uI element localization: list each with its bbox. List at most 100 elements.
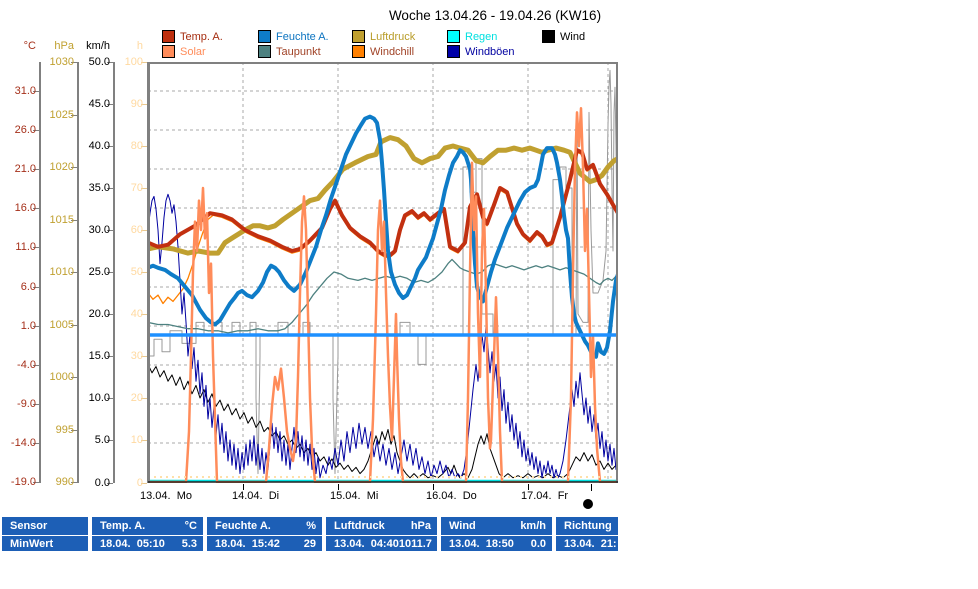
- legend-label: Taupunkt: [276, 45, 321, 58]
- table-header-name: Feuchte A.: [215, 520, 271, 532]
- legend-item-taupunkt[interactable]: Taupunkt: [258, 45, 321, 58]
- legend-swatch-icon: [162, 45, 175, 58]
- legend-item-feuchte-a-[interactable]: Feuchte A.: [258, 30, 329, 43]
- series-taupunkt: [148, 258, 618, 334]
- table-cell-minwert: 13.04. 04:40 1011.7: [326, 536, 437, 551]
- y-tick-label-h: 70: [130, 182, 143, 194]
- y-tick-label-kmh: 15.0: [88, 350, 110, 362]
- table-header-text: Sensor: [10, 520, 48, 532]
- y-tick-label-hpa: 1010: [49, 266, 74, 278]
- table-header-name: Temp. A.: [100, 520, 146, 532]
- y-tick-label-h: 60: [130, 224, 143, 236]
- x-tick: [338, 484, 339, 490]
- table-cell-time: 13.04. 18:50: [449, 537, 514, 550]
- legend-item-windchill[interactable]: Windchill: [352, 45, 414, 58]
- y-tick-label-h: 90: [130, 98, 143, 110]
- y-tick-hpa: [71, 115, 77, 116]
- table-header-unit: °C: [184, 520, 197, 532]
- y-axis-line-celsius: [39, 62, 41, 483]
- table-header-temp-a-: Temp. A. °C: [92, 517, 203, 535]
- y-tick-h: [141, 483, 147, 484]
- y-tick-hpa: [71, 430, 77, 431]
- current-time-marker-icon: [583, 499, 593, 509]
- y-tick-label-hpa: 1030: [49, 56, 74, 68]
- chart-plot-area[interactable]: [148, 62, 618, 483]
- x-tick-label: 17.04. Fr: [521, 490, 569, 502]
- table-header-name: Luftdruck: [334, 520, 385, 532]
- y-tick-label-h: 40: [130, 308, 143, 320]
- table-cell-value: 5.3: [181, 537, 197, 550]
- y-tick-label-celsius: 16.0: [14, 202, 36, 214]
- legend-swatch-icon: [162, 30, 175, 43]
- y-tick-label-h: 100: [124, 56, 143, 68]
- x-tick: [433, 484, 434, 490]
- x-tick-label: 13.04. Mo: [140, 490, 192, 502]
- legend-label: Solar: [180, 45, 206, 58]
- series-richtung: [148, 69, 618, 475]
- y-tick-kmh: [107, 440, 113, 441]
- legend-swatch-icon: [447, 30, 460, 43]
- table-header-luftdruck: Luftdruck hPa: [326, 517, 437, 535]
- legend-item-regen[interactable]: Regen: [447, 30, 497, 43]
- table-cell-value: 29: [303, 537, 316, 550]
- y-tick-kmh: [107, 272, 113, 273]
- y-tick-h: [141, 62, 147, 63]
- table-header-name: Richtung: [564, 520, 612, 532]
- y-tick-label-celsius: 26.0: [14, 124, 36, 136]
- legend-label: Windchill: [370, 45, 415, 58]
- y-tick-celsius: [33, 326, 39, 327]
- table-header-name: Wind: [449, 520, 476, 532]
- legend-label: Luftdruck: [370, 30, 416, 43]
- y-tick-label-h: 0: [136, 477, 143, 489]
- y-tick-celsius: [33, 287, 39, 288]
- y-tick-celsius: [33, 404, 39, 405]
- legend-item-solar[interactable]: Solar: [162, 45, 206, 58]
- y-tick-h: [141, 188, 147, 189]
- x-tick: [243, 484, 244, 490]
- y-tick-celsius: [33, 247, 39, 248]
- y-tick-label-hpa: 1005: [49, 319, 74, 331]
- y-tick-celsius: [33, 169, 39, 170]
- table-cell-value: 0.0: [530, 537, 546, 550]
- y-tick-kmh: [107, 230, 113, 231]
- legend-label: Windböen: [465, 45, 515, 58]
- table-header-sensor: Sensor: [2, 517, 88, 535]
- legend-swatch-icon: [258, 45, 271, 58]
- legend-item-luftdruck[interactable]: Luftdruck: [352, 30, 415, 43]
- y-tick-label-celsius: -4.0: [17, 359, 36, 371]
- y-tick-label-celsius: -14.0: [10, 437, 36, 449]
- y-tick-h: [141, 314, 147, 315]
- legend-label: Wind: [560, 30, 586, 43]
- legend-item-temp-a-[interactable]: Temp. A.: [162, 30, 223, 43]
- y-tick-label-hpa: 1025: [49, 109, 74, 121]
- y-axis-header-h: h: [136, 40, 143, 52]
- y-tick-kmh: [107, 188, 113, 189]
- table-cell-value: 1011.7: [398, 537, 432, 550]
- current-time-tick: [591, 484, 592, 491]
- y-tick-label-hpa: 1020: [49, 161, 74, 173]
- y-tick-hpa: [71, 272, 77, 273]
- series-luftdruck: [148, 135, 618, 256]
- y-axis-line-hpa: [77, 62, 79, 483]
- y-tick-kmh: [107, 483, 113, 484]
- y-tick-label-h: 20: [130, 392, 143, 404]
- y-tick-hpa: [71, 325, 77, 326]
- y-tick-hpa: [71, 167, 77, 168]
- legend-swatch-icon: [352, 30, 365, 43]
- y-tick-label-hpa: 1015: [49, 214, 74, 226]
- series-feuchte-a-: [148, 114, 618, 359]
- table-row-label-text: MinWert: [10, 537, 54, 550]
- chart-legend: Temp. A. Feuchte A. Luftdruck Regen Wind Sola…: [0, 0, 978, 60]
- y-tick-label-h: 50: [130, 266, 143, 278]
- y-tick-hpa: [71, 377, 77, 378]
- y-axis-header-kmh: km/h: [86, 40, 110, 52]
- legend-item-windb-en[interactable]: Windböen: [447, 45, 515, 58]
- table-header-wind: Wind km/h: [441, 517, 552, 535]
- y-tick-label-h: 30: [130, 350, 143, 362]
- legend-item-wind[interactable]: Wind: [542, 30, 585, 43]
- y-tick-label-celsius: 11.0: [15, 241, 36, 253]
- table-cell-minwert: 13.04. 18:50 0.0: [441, 536, 552, 551]
- table-cell-time: 13.04. 21:: [564, 537, 617, 550]
- y-tick-h: [141, 230, 147, 231]
- y-tick-kmh: [107, 146, 113, 147]
